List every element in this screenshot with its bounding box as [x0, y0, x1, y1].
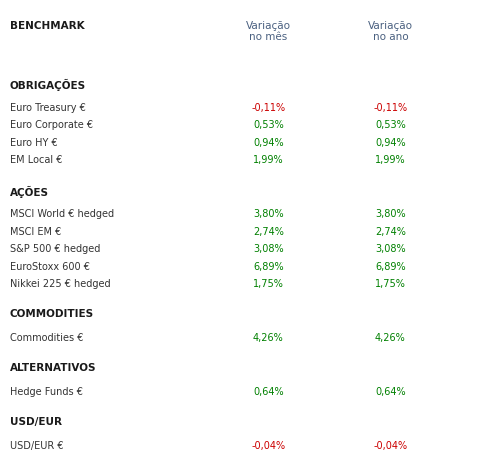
- Text: 4,26%: 4,26%: [375, 333, 406, 343]
- Text: 0,64%: 0,64%: [253, 387, 284, 397]
- Text: EM Local €: EM Local €: [10, 155, 62, 165]
- Text: EuroStoxx 600 €: EuroStoxx 600 €: [10, 262, 90, 272]
- Text: Euro Treasury €: Euro Treasury €: [10, 103, 85, 113]
- Text: BENCHMARK: BENCHMARK: [10, 21, 84, 31]
- Text: 0,94%: 0,94%: [375, 138, 406, 148]
- Text: OBRIGAÇÕES: OBRIGAÇÕES: [10, 79, 86, 91]
- Text: 1,75%: 1,75%: [375, 279, 406, 289]
- Text: 6,89%: 6,89%: [253, 262, 284, 272]
- Text: USD/EUR: USD/EUR: [10, 417, 62, 427]
- Text: MSCI World € hedged: MSCI World € hedged: [10, 209, 114, 219]
- Text: ALTERNATIVOS: ALTERNATIVOS: [10, 363, 96, 373]
- Text: 0,94%: 0,94%: [253, 138, 284, 148]
- Text: 0,53%: 0,53%: [375, 120, 406, 131]
- Text: -0,11%: -0,11%: [373, 103, 407, 113]
- Text: 1,75%: 1,75%: [253, 279, 284, 289]
- Text: Hedge Funds €: Hedge Funds €: [10, 387, 82, 397]
- Text: AÇÕES: AÇÕES: [10, 185, 49, 197]
- Text: 3,08%: 3,08%: [253, 244, 284, 254]
- Text: 1,99%: 1,99%: [253, 155, 284, 165]
- Text: 6,89%: 6,89%: [375, 262, 406, 272]
- Text: Variação
no ano: Variação no ano: [368, 21, 413, 42]
- Text: Commodities €: Commodities €: [10, 333, 83, 343]
- Text: Euro HY €: Euro HY €: [10, 138, 58, 148]
- Text: Nikkei 225 € hedged: Nikkei 225 € hedged: [10, 279, 110, 289]
- Text: MSCI EM €: MSCI EM €: [10, 227, 61, 237]
- Text: -0,04%: -0,04%: [373, 441, 407, 451]
- Text: COMMODITIES: COMMODITIES: [10, 309, 94, 319]
- Text: 0,64%: 0,64%: [375, 387, 406, 397]
- Text: Euro Corporate €: Euro Corporate €: [10, 120, 93, 131]
- Text: -0,11%: -0,11%: [251, 103, 285, 113]
- Text: 4,26%: 4,26%: [253, 333, 284, 343]
- Text: -0,04%: -0,04%: [251, 441, 285, 451]
- Text: 0,53%: 0,53%: [253, 120, 284, 131]
- Text: 1,99%: 1,99%: [375, 155, 406, 165]
- Text: 3,80%: 3,80%: [375, 209, 406, 219]
- Text: USD/EUR €: USD/EUR €: [10, 441, 63, 451]
- Text: 2,74%: 2,74%: [253, 227, 284, 237]
- Text: 3,08%: 3,08%: [375, 244, 406, 254]
- Text: 2,74%: 2,74%: [375, 227, 406, 237]
- Text: 3,80%: 3,80%: [253, 209, 284, 219]
- Text: S&P 500 € hedged: S&P 500 € hedged: [10, 244, 100, 254]
- Text: Variação
no mês: Variação no mês: [246, 21, 291, 42]
